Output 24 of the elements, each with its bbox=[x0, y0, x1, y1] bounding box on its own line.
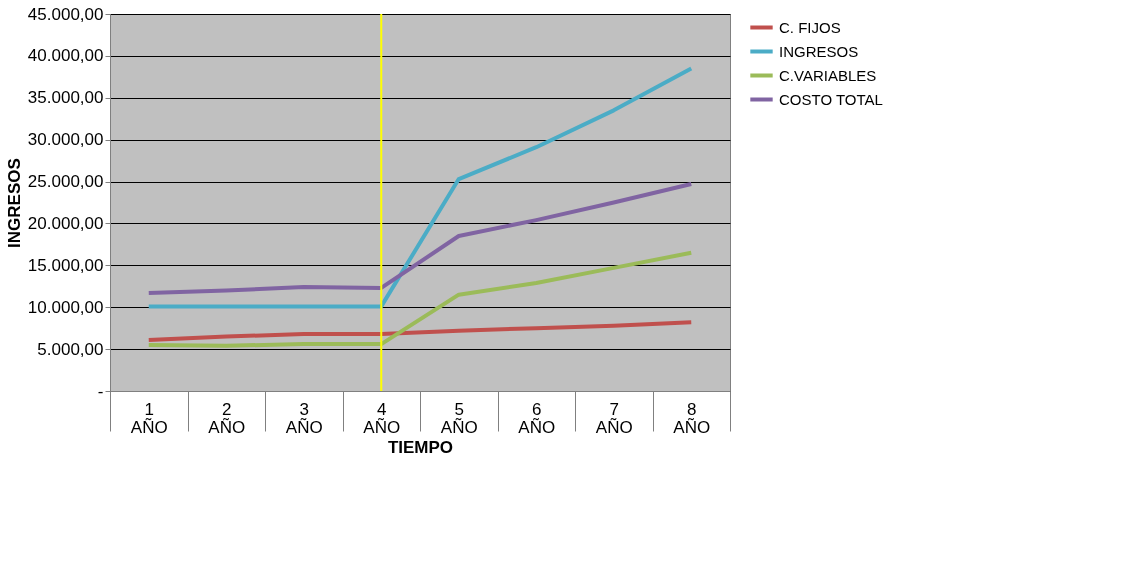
x-tick-label: 8 AÑO bbox=[673, 399, 711, 437]
y-tick-label: 10.000,00 bbox=[27, 297, 104, 317]
y-tick-label: 20.000,00 bbox=[27, 213, 104, 233]
y-tick-label: 45.000,00 bbox=[27, 4, 104, 24]
x-tick-label: 3 AÑO bbox=[285, 399, 323, 437]
y-tick-label: 5.000,00 bbox=[37, 339, 104, 359]
x-tick-label: 2 AÑO bbox=[208, 399, 246, 437]
x-tick-label: 7 AÑO bbox=[595, 399, 633, 437]
x-axis-title: TIEMPO bbox=[387, 437, 454, 457]
y-tick-label: 40.000,00 bbox=[27, 46, 104, 66]
y-tick-label: 30.000,00 bbox=[27, 130, 104, 150]
legend-label: C.VARIABLES bbox=[779, 66, 877, 84]
x-tick-label: 6 AÑO bbox=[518, 399, 556, 437]
legend-label: INGRESOS bbox=[779, 42, 859, 60]
y-tick-label: 25.000,00 bbox=[27, 172, 104, 192]
legend-label: COSTO TOTAL bbox=[779, 90, 883, 108]
x-tick-label: 5 AÑO bbox=[440, 399, 478, 437]
y-tick-label: 15.000,00 bbox=[27, 255, 104, 275]
x-tick-label: 1 AÑO bbox=[130, 399, 168, 437]
y-axis-title: INGRESOS bbox=[4, 158, 24, 248]
y-tick-label: - bbox=[97, 381, 104, 401]
x-tick-label: 4 AÑO bbox=[363, 399, 401, 437]
legend-label: C. FIJOS bbox=[779, 18, 841, 36]
y-tick-label: 35.000,00 bbox=[27, 88, 104, 108]
